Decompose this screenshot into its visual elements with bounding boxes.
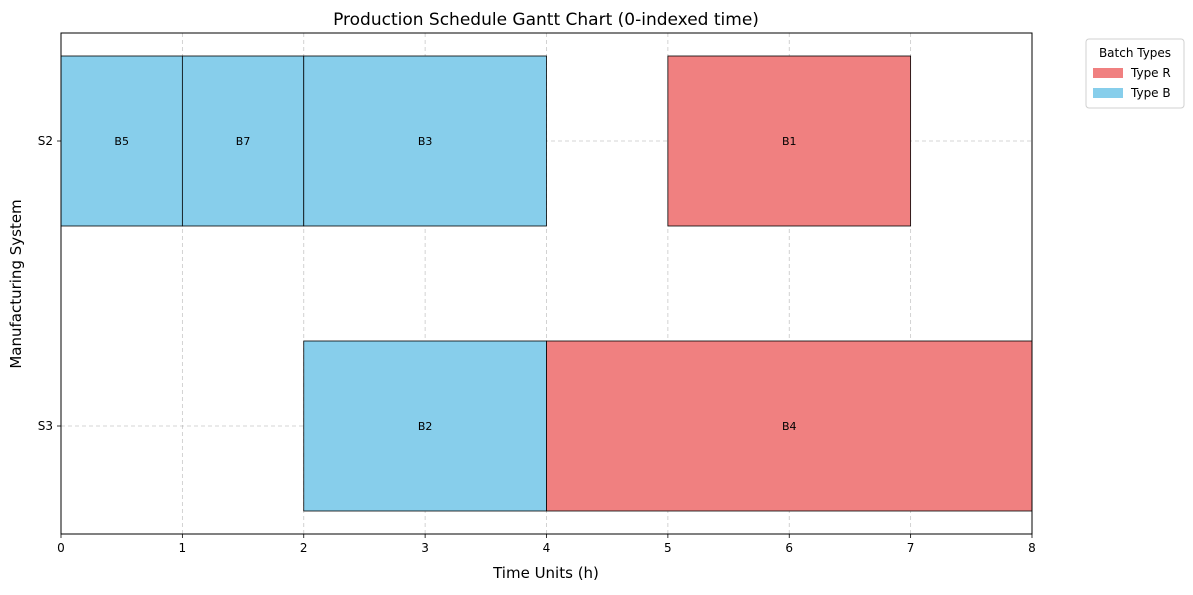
x-tick-label: 6 — [785, 541, 793, 555]
chart-title: Production Schedule Gantt Chart (0-index… — [333, 10, 759, 30]
bar-label-b1: B1 — [782, 135, 797, 148]
gantt-bars: B5 B7 B3 B1 B2 B4 — [60, 55, 1033, 512]
legend-label-type-r: Type R — [1130, 66, 1171, 80]
x-tick-label: 8 — [1028, 541, 1036, 555]
gantt-bar-b7 — [181, 55, 305, 227]
x-tick-label: 7 — [907, 541, 915, 555]
y-tick-label: S2 — [38, 134, 53, 148]
x-tick-label: 0 — [57, 541, 65, 555]
legend-title: Batch Types — [1099, 46, 1171, 60]
x-tick-label: 1 — [179, 541, 187, 555]
y-axis-label: Manufacturing System — [7, 199, 25, 368]
x-tick-label: 3 — [421, 541, 429, 555]
legend-swatch-type-b — [1093, 88, 1123, 98]
gantt-bar-b3 — [303, 55, 547, 227]
x-tick-label: 4 — [543, 541, 551, 555]
axis-ticks: 0 1 2 3 4 5 6 7 8 S2 S3 — [38, 134, 1036, 555]
legend: Batch Types Type R Type B — [1085, 38, 1185, 109]
x-tick-label: 5 — [664, 541, 672, 555]
legend-swatch-type-r — [1093, 68, 1123, 78]
gantt-bar-b5 — [60, 55, 183, 227]
bar-label-b4: B4 — [782, 420, 797, 433]
gantt-bar-b4 — [546, 340, 1033, 512]
bar-label-b3: B3 — [418, 135, 433, 148]
x-axis-label: Time Units (h) — [492, 564, 599, 582]
bar-label-b2: B2 — [418, 420, 433, 433]
bar-label-b7: B7 — [236, 135, 251, 148]
y-tick-label: S3 — [38, 419, 53, 433]
x-tick-label: 2 — [300, 541, 308, 555]
bar-label-b5: B5 — [114, 135, 129, 148]
gantt-bar-b1 — [667, 55, 912, 227]
legend-label-type-b: Type B — [1130, 86, 1171, 100]
gantt-bar-b2 — [303, 340, 547, 512]
